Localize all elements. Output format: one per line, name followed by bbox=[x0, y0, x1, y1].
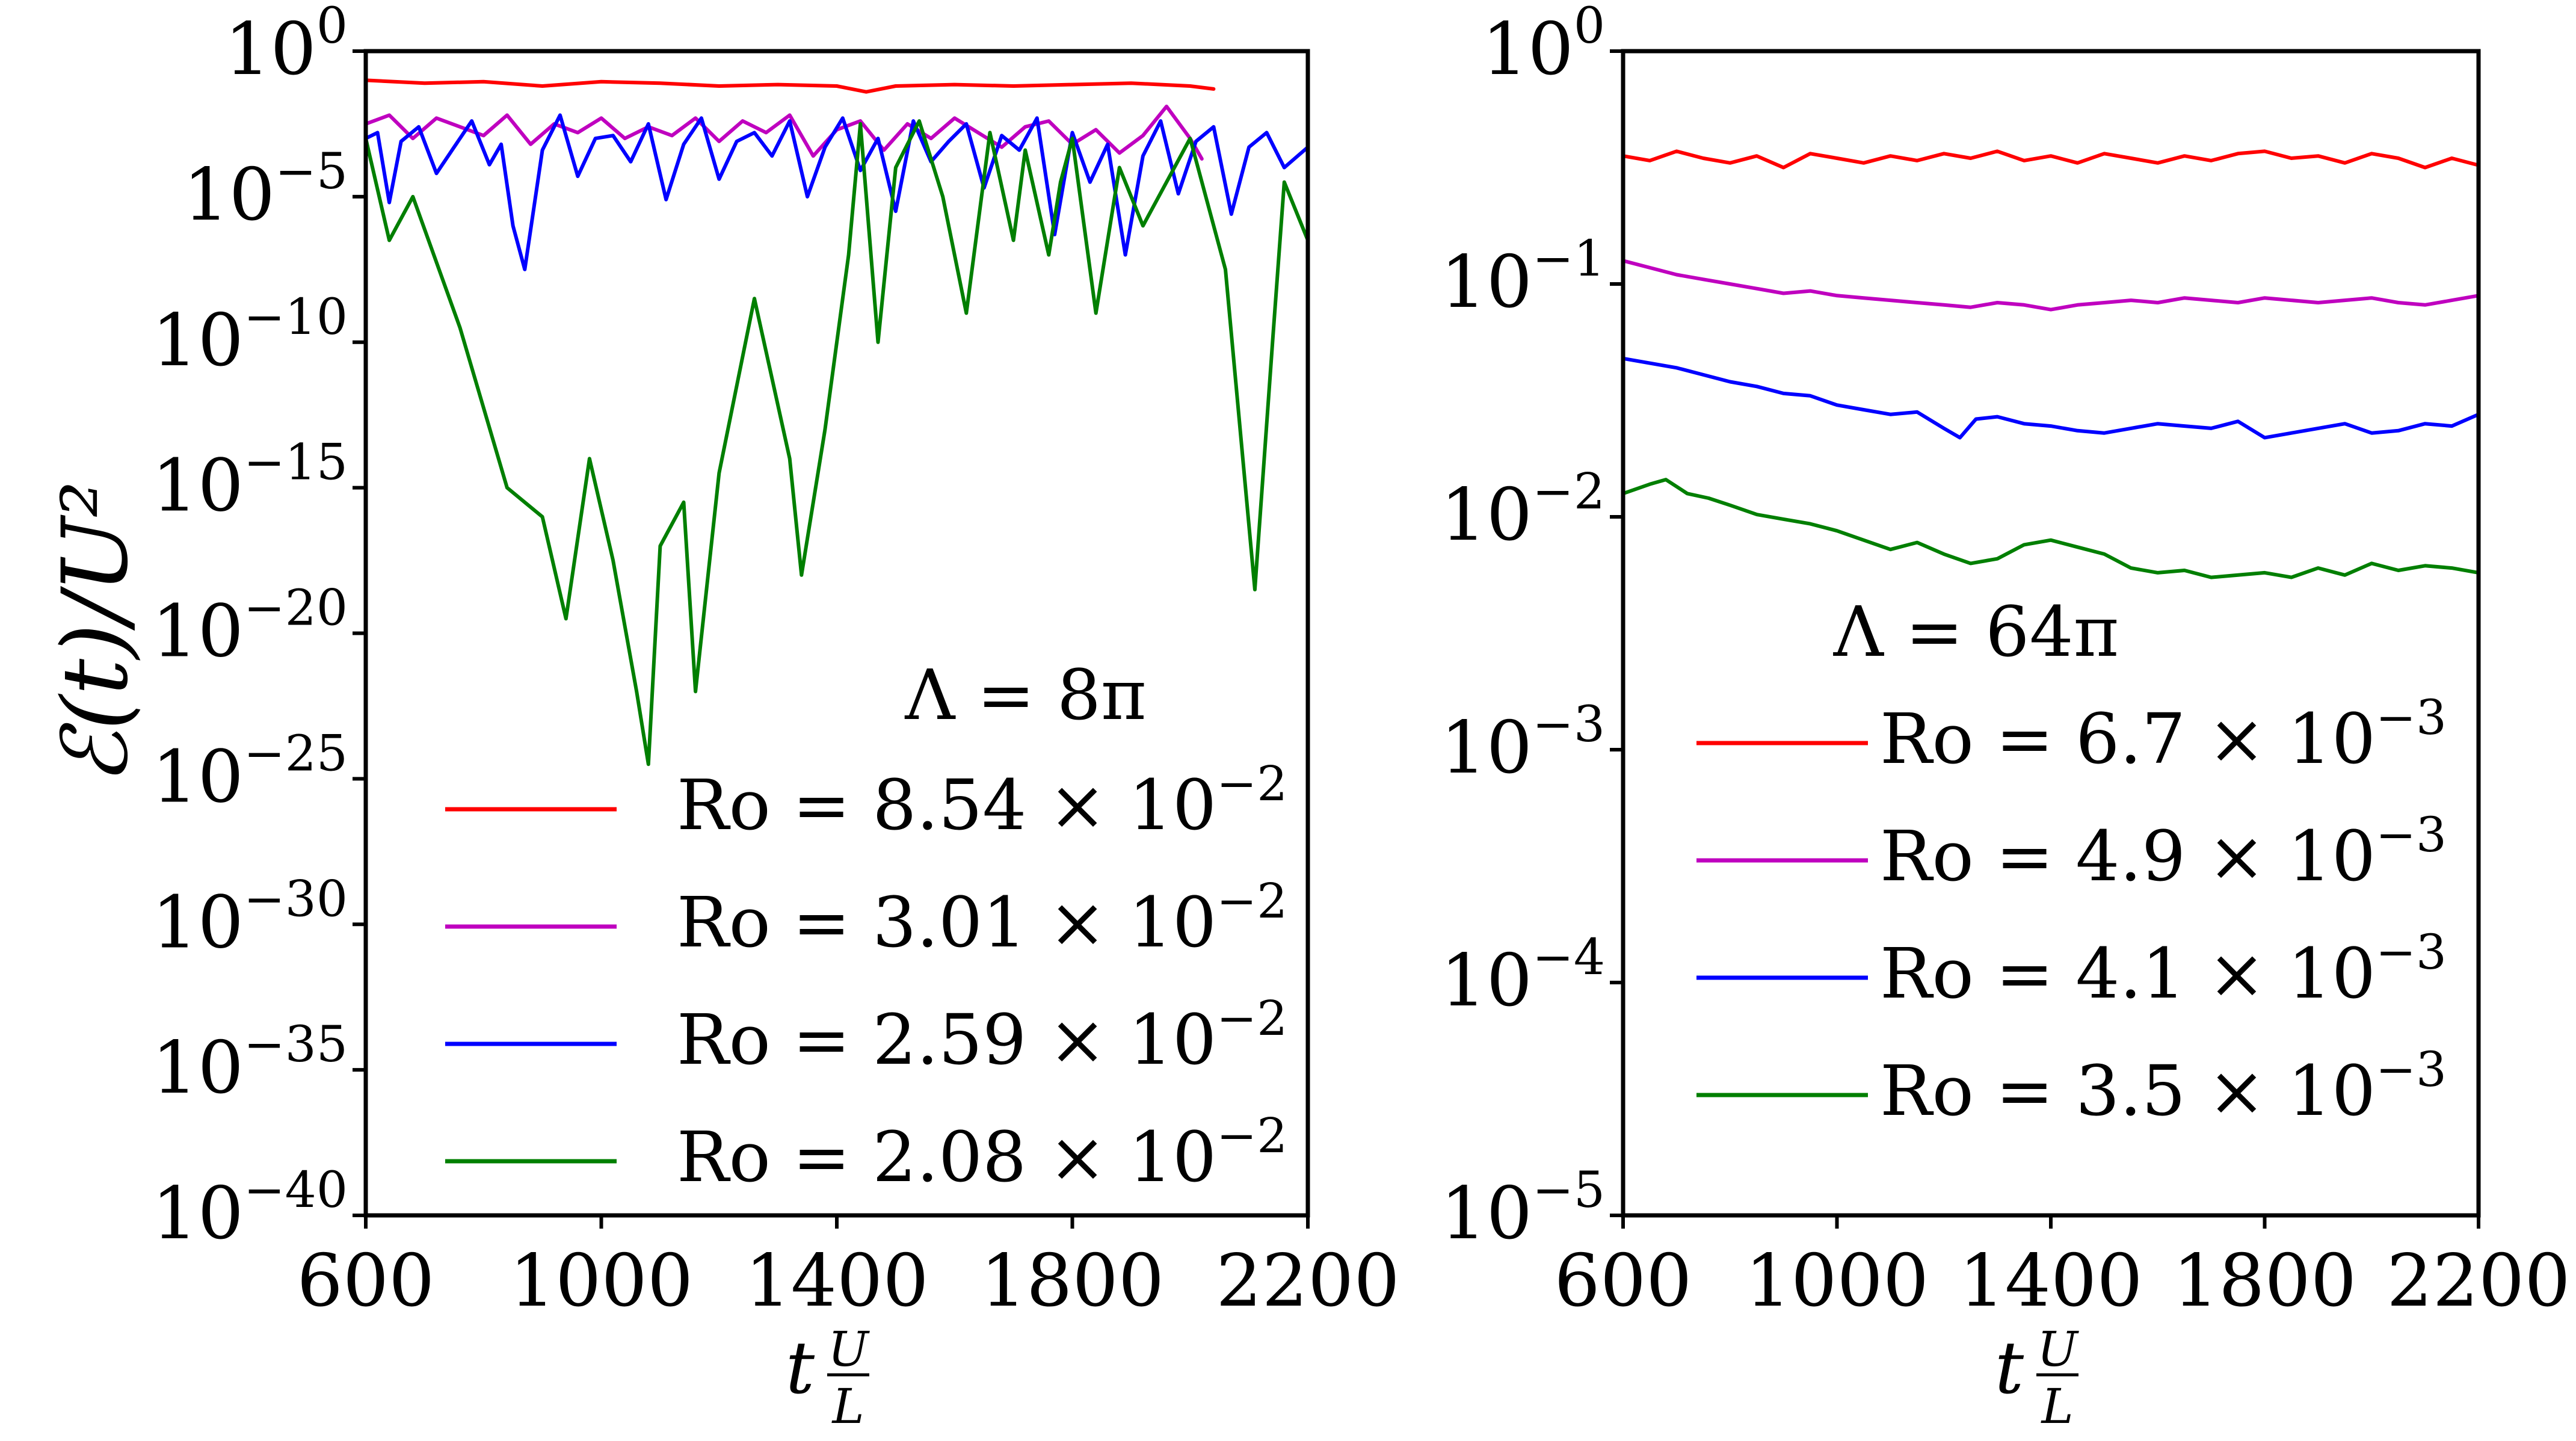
left-series-line-2 bbox=[364, 113, 1310, 271]
right-x-axis-label-den: L bbox=[2040, 1378, 2073, 1434]
left-legend-label-3: Ro = 2.08 × 10−2 bbox=[677, 1108, 1287, 1198]
left-legend-entry-1: Ro = 3.01 × 10−2 bbox=[445, 873, 1287, 963]
left-x-tick-label: 1400 bbox=[745, 1239, 928, 1323]
left-y-tick-label: 10−30 bbox=[152, 871, 348, 964]
right-y-tick-label: 10−5 bbox=[1440, 1162, 1605, 1256]
left-ticks-layer: 600 1000 1400 1800 2200 100 10−5 10−10 10−15 10−2… bbox=[152, 0, 1399, 1323]
right-y-tick-label: 10−1 bbox=[1440, 230, 1605, 324]
left-y-axis-label: ℰ(t)/U² bbox=[43, 481, 148, 785]
right-panel: 600 1000 1400 1800 2200 100 10−1 10−2 10−3 10−4 10… bbox=[1440, 0, 2570, 1434]
left-x-axis-label-num: U bbox=[828, 1321, 870, 1377]
left-y-tick-label: 10−5 bbox=[183, 143, 348, 237]
right-series-line-1 bbox=[1621, 259, 2480, 312]
right-x-tick-label: 1800 bbox=[2173, 1239, 2356, 1323]
right-y-tick-label: 10−4 bbox=[1440, 929, 1605, 1023]
left-panel: 600 1000 1400 1800 2200 100 10−5 10−10 10−15 10−2… bbox=[43, 0, 1400, 1434]
left-x-tick-label: 600 bbox=[297, 1239, 434, 1323]
left-annotation: Λ = 8π bbox=[904, 655, 1146, 736]
right-y-tick-label: 100 bbox=[1482, 0, 1605, 91]
right-x-axis-label-base: t bbox=[1995, 1327, 2024, 1410]
right-x-axis-label: t U L bbox=[1995, 1321, 2079, 1434]
left-y-tick-label: 10−40 bbox=[152, 1162, 348, 1256]
left-x-tick-label: 2200 bbox=[1216, 1239, 1399, 1323]
right-series-line-0 bbox=[1621, 149, 2480, 170]
right-legend-label-0: Ro = 6.7 × 10−3 bbox=[1880, 690, 2447, 780]
right-x-axis-label-num: U bbox=[2037, 1321, 2079, 1377]
left-y-tick-label: 10−10 bbox=[152, 289, 348, 383]
right-series-line-3 bbox=[1621, 478, 2480, 579]
left-legend-entry-2: Ro = 2.59 × 10−2 bbox=[445, 990, 1287, 1081]
right-legend-label-2: Ro = 4.1 × 10−3 bbox=[1880, 924, 2447, 1014]
right-x-tick-label: 1000 bbox=[1745, 1239, 1929, 1323]
right-x-tick-label: 2200 bbox=[2386, 1239, 2570, 1323]
right-x-tick-label: 600 bbox=[1554, 1239, 1692, 1323]
left-series-layer bbox=[364, 78, 1310, 767]
right-legend-entry-2: Ro = 4.1 × 10−3 bbox=[1696, 924, 2447, 1014]
right-series-line-2 bbox=[1621, 356, 2480, 440]
left-x-axis-label-den: L bbox=[831, 1378, 864, 1434]
right-series-layer bbox=[1621, 149, 2480, 579]
left-series-line-0 bbox=[364, 78, 1216, 94]
left-legend-label-0: Ro = 8.54 × 10−2 bbox=[677, 756, 1287, 846]
left-legend-label-1: Ro = 3.01 × 10−2 bbox=[677, 873, 1287, 963]
right-y-tick-label: 10−2 bbox=[1440, 463, 1605, 557]
left-legend-entry-3: Ro = 2.08 × 10−2 bbox=[445, 1108, 1287, 1198]
right-legend-label-1: Ro = 4.9 × 10−3 bbox=[1880, 807, 2447, 897]
left-legend: Ro = 8.54 × 10−2 Ro = 3.01 × 10−2 Ro = 2… bbox=[445, 756, 1287, 1198]
left-y-tick-label: 10−35 bbox=[152, 1016, 348, 1110]
right-legend-entry-3: Ro = 3.5 × 10−3 bbox=[1696, 1041, 2447, 1132]
left-y-tick-label: 10−15 bbox=[152, 434, 348, 528]
left-legend-entry-0: Ro = 8.54 × 10−2 bbox=[445, 756, 1287, 846]
left-x-axis-label-base: t bbox=[786, 1327, 815, 1410]
left-y-tick-label: 100 bbox=[224, 0, 348, 91]
right-legend-entry-0: Ro = 6.7 × 10−3 bbox=[1696, 690, 2447, 780]
left-series-line-3 bbox=[364, 119, 1310, 767]
left-x-tick-label: 1000 bbox=[510, 1239, 693, 1323]
left-legend-label-2: Ro = 2.59 × 10−2 bbox=[677, 990, 1287, 1081]
left-y-tick-label: 10−25 bbox=[152, 725, 348, 819]
left-x-axis-label: t U L bbox=[786, 1321, 870, 1434]
right-annotation: Λ = 64π bbox=[1833, 592, 2119, 673]
right-x-tick-label: 1400 bbox=[1959, 1239, 2142, 1323]
right-legend-entry-1: Ro = 4.9 × 10−3 bbox=[1696, 807, 2447, 897]
right-y-tick-label: 10−3 bbox=[1440, 696, 1605, 790]
right-ticks-layer: 600 1000 1400 1800 2200 100 10−1 10−2 10−3 10−4 10… bbox=[1440, 0, 2570, 1323]
left-y-tick-label: 10−20 bbox=[152, 580, 348, 674]
right-legend-label-3: Ro = 3.5 × 10−3 bbox=[1880, 1041, 2447, 1132]
left-x-tick-label: 1800 bbox=[981, 1239, 1164, 1323]
right-legend: Ro = 6.7 × 10−3 Ro = 4.9 × 10−3 Ro = 4.1… bbox=[1696, 690, 2447, 1132]
